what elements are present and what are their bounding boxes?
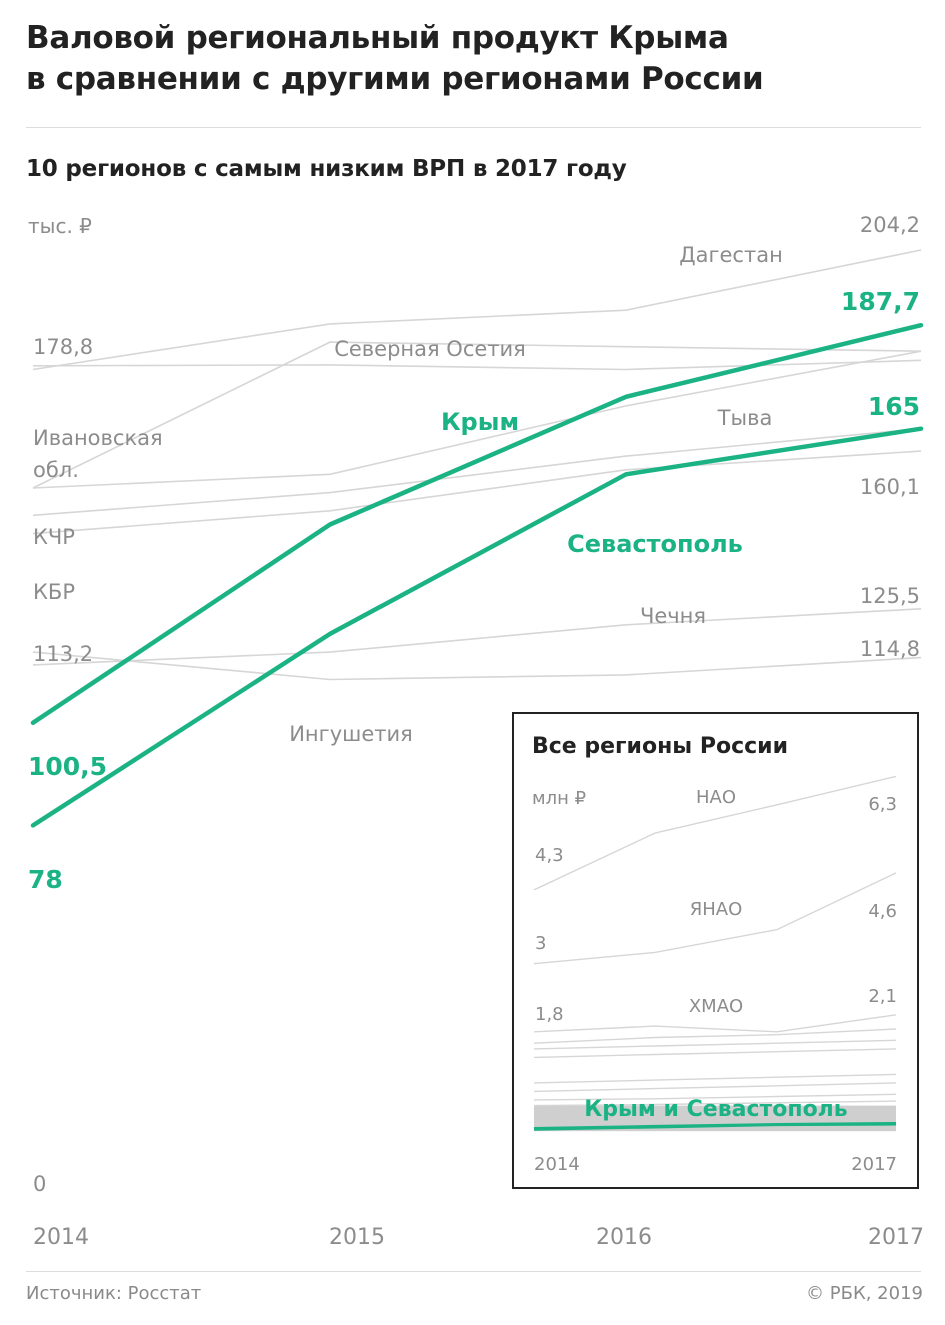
series-name-label: Ивановская [33,426,163,450]
title-line-1: Валовой региональный продукт Крыма [26,20,729,56]
inset-series-line-нао [533,775,897,891]
inset-series-line [533,1073,897,1084]
inset-series-name-label: ЯНАО [690,899,743,920]
series-name-label: Чечня [640,604,706,628]
inset-start-value-label: 3 [535,933,546,954]
series-line-кбр [32,450,922,535]
inset-chart: Все регионы России млн ₽ 6,3 4,3 НАО 4,6 3 ЯНАО… [512,712,919,1189]
end-value-label: 160,1 [860,475,920,499]
end-value-label: 114,8 [860,637,920,661]
series-name-label: КБР [33,580,75,604]
inset-end-value-label: 2,1 [868,986,897,1007]
title-line-2: в сравнении с другими регионами России [26,61,764,97]
main-plot: тыс. ₽ 0 2014 2015 2016 2017 204,2 178,8 160,1 12… [28,213,924,1250]
x-tick-label: 2015 [329,1225,385,1250]
x-tick-label: 2014 [33,1225,89,1250]
inset-unit-label: млн ₽ [532,788,586,809]
series-line-ивановская-обл [32,350,922,489]
series-line-дагестан [32,249,922,371]
inset-series-name-label: ХМАО [689,996,743,1017]
inset-series-line [533,1048,897,1059]
start-value-label: 113,2 [33,642,93,666]
inset-series-line [533,1039,897,1050]
inset-series-line [533,1028,897,1044]
copyright: © РБК, 2019 [806,1283,923,1304]
y-zero-label: 0 [33,1172,46,1196]
inset-series-line [533,1093,897,1101]
x-tick-label: 2016 [596,1225,652,1250]
highlight-series-name: Крым [441,408,519,436]
inset-series-name-label: НАО [696,787,736,808]
inset-series-line-хмао [533,1014,897,1033]
end-value-label: 125,5 [860,584,920,608]
series-line-тыва [32,341,922,489]
inset-series-line-севастополь [533,1123,897,1131]
inset-highlight-label: Крым и Севастополь [584,1097,847,1122]
source-note: Источник: Росстат [26,1283,202,1304]
footer-divider [26,1271,921,1272]
inset-series-line [533,1100,897,1107]
series-name-label: обл. [33,458,79,482]
series-name-label: Северная Осетия [334,337,526,361]
highlight-start-label: 100,5 [28,752,107,781]
inset-x-tick-label: 2017 [851,1154,897,1175]
highlight-start-label: 78 [28,865,63,894]
start-value-label: 178,8 [33,335,93,359]
series-line-кчр [32,427,922,517]
inset-title: Все регионы России [532,734,788,759]
inset-series-line-янао [533,872,897,965]
page-title: Валовой региональный продукт Крыма в сра… [26,18,926,100]
series-name-label: Тыва [717,406,773,430]
series-line-ингушетия [32,651,922,681]
end-value-label: 204,2 [860,213,920,237]
inset-end-value-label: 4,6 [868,901,897,922]
chart-subtitle: 10 регионов с самым низким ВРП в 2017 го… [26,156,627,182]
inset-start-value-label: 4,3 [535,845,564,866]
highlight-end-label: 187,7 [841,287,920,316]
series-line-северная-осетия [32,359,922,371]
highlight-series-name: Севастополь [567,530,743,558]
inset-start-value-label: 1,8 [535,1004,564,1025]
series-line-севастополь [30,426,924,828]
header-divider [26,127,921,128]
x-tick-label: 2017 [868,1225,924,1250]
series-name-label: КЧР [33,525,75,549]
inset-x-tick-label: 2014 [534,1154,580,1175]
series-name-label: Дагестан [679,243,783,267]
highlight-end-label: 165 [868,392,920,421]
y-unit-label: тыс. ₽ [28,214,92,238]
series-line-чечня [32,608,922,666]
inset-end-value-label: 6,3 [868,794,897,815]
series-name-label: Ингушетия [289,722,413,746]
series-line-крым [30,322,924,726]
inset-series-line [533,1082,897,1093]
